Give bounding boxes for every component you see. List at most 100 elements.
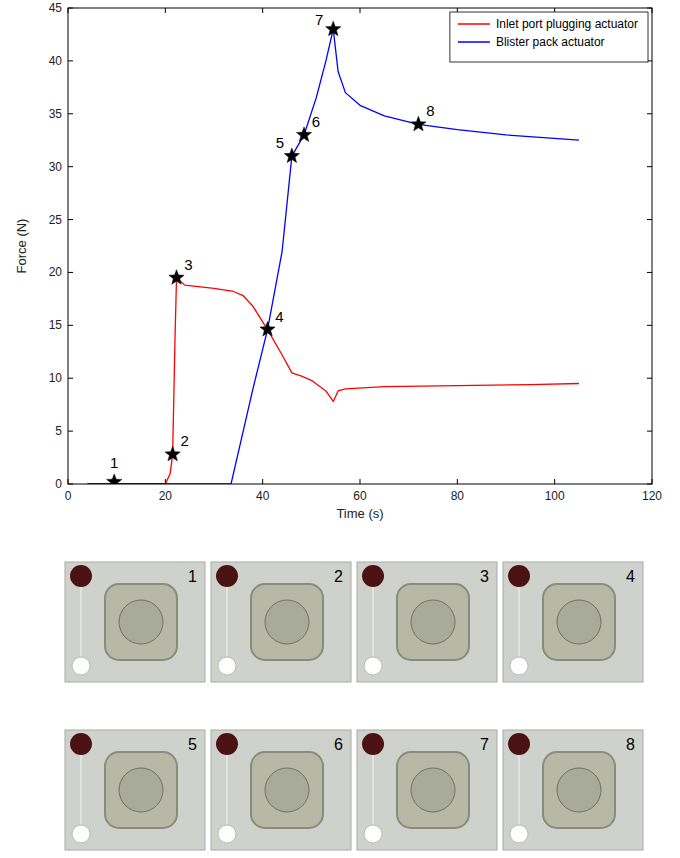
x-tick-label: 0 bbox=[65, 489, 72, 503]
annotation-label: 3 bbox=[184, 256, 192, 273]
photo-label: 4 bbox=[626, 568, 635, 585]
y-tick-right bbox=[647, 431, 652, 432]
y-axis-title: Force (N) bbox=[14, 219, 29, 274]
legend-swatch bbox=[458, 23, 490, 25]
outlet-port bbox=[72, 825, 90, 843]
series-line bbox=[87, 29, 579, 484]
y-tick-label: 5 bbox=[55, 424, 62, 438]
channel bbox=[80, 755, 82, 824]
photo-label: 1 bbox=[188, 568, 197, 585]
x-tick-label: 120 bbox=[642, 489, 662, 503]
plot-background bbox=[68, 8, 652, 484]
annotation-markers bbox=[107, 21, 426, 484]
series-group bbox=[87, 29, 579, 484]
y-tick bbox=[68, 431, 73, 432]
reaction-chamber bbox=[557, 600, 601, 644]
annotation-star bbox=[296, 127, 311, 141]
annotation-label: 1 bbox=[110, 454, 118, 471]
y-tick bbox=[68, 166, 73, 167]
x-tick-top bbox=[262, 8, 263, 13]
x-tick-top bbox=[360, 8, 361, 13]
blister-chamber bbox=[543, 584, 615, 660]
annotation-star bbox=[165, 446, 180, 460]
channel bbox=[372, 587, 374, 656]
photo-label: 8 bbox=[626, 736, 635, 753]
series-line bbox=[87, 278, 579, 484]
photo-background bbox=[211, 562, 351, 682]
x-tick bbox=[360, 479, 361, 484]
y-tick-label: 40 bbox=[49, 54, 63, 68]
x-tick bbox=[262, 479, 263, 484]
annotation-label: 4 bbox=[275, 308, 283, 325]
annotation-star bbox=[169, 270, 184, 284]
annotation-label: 6 bbox=[312, 113, 320, 130]
annotation-star bbox=[107, 474, 122, 484]
photo-panel bbox=[65, 562, 205, 682]
photo-panel bbox=[211, 730, 351, 850]
annotation-star bbox=[411, 116, 426, 130]
y-tick bbox=[68, 325, 73, 326]
photo-panel bbox=[65, 730, 205, 850]
channel bbox=[518, 587, 520, 656]
x-tick-top bbox=[165, 8, 166, 13]
outlet-port bbox=[218, 825, 236, 843]
x-tick bbox=[457, 479, 458, 484]
reaction-chamber bbox=[119, 768, 163, 812]
blister-chamber bbox=[397, 752, 469, 828]
channel bbox=[226, 587, 228, 656]
blister-chamber bbox=[251, 752, 323, 828]
reaction-chamber bbox=[119, 600, 163, 644]
y-tick-label: 25 bbox=[49, 213, 63, 227]
photo-background bbox=[357, 562, 497, 682]
plot-frame bbox=[68, 8, 652, 484]
photo-background bbox=[211, 730, 351, 850]
sample-reservoir bbox=[216, 565, 238, 587]
y-tick bbox=[68, 113, 73, 114]
channel bbox=[372, 755, 374, 824]
y-tick-label: 15 bbox=[49, 318, 63, 332]
photo-panel bbox=[211, 562, 351, 682]
photo-background bbox=[503, 562, 643, 682]
outlet-port bbox=[364, 657, 382, 675]
y-tick-right bbox=[647, 378, 652, 379]
y-tick-right bbox=[647, 166, 652, 167]
y-tick-label: 10 bbox=[49, 371, 63, 385]
annotation-star bbox=[260, 322, 275, 336]
photo-label: 3 bbox=[480, 568, 489, 585]
legend: Inlet port plugging actuatorBlister pack… bbox=[450, 12, 648, 62]
reaction-chamber bbox=[557, 768, 601, 812]
sample-reservoir bbox=[508, 733, 530, 755]
photo-label: 6 bbox=[334, 736, 343, 753]
sample-reservoir bbox=[70, 565, 92, 587]
sample-reservoir bbox=[362, 565, 384, 587]
annotation-label: 8 bbox=[426, 102, 434, 119]
photo-label: 7 bbox=[480, 736, 489, 753]
y-tick-label: 45 bbox=[49, 1, 63, 15]
y-tick-right bbox=[647, 113, 652, 114]
reaction-chamber bbox=[265, 768, 309, 812]
sample-reservoir bbox=[362, 733, 384, 755]
y-tick-label: 20 bbox=[49, 265, 63, 279]
blister-chamber bbox=[397, 584, 469, 660]
reaction-chamber bbox=[411, 600, 455, 644]
y-tick-label: 30 bbox=[49, 160, 63, 174]
x-tick-label: 40 bbox=[256, 489, 270, 503]
outlet-port bbox=[72, 657, 90, 675]
y-tick bbox=[68, 378, 73, 379]
x-tick-label: 80 bbox=[451, 489, 465, 503]
outlet-port bbox=[510, 825, 528, 843]
sample-reservoir bbox=[70, 733, 92, 755]
x-tick-label: 100 bbox=[545, 489, 565, 503]
photo-label: 2 bbox=[334, 568, 343, 585]
sample-reservoir bbox=[216, 733, 238, 755]
figure: 020406080100120051015202530354045Time (s… bbox=[0, 0, 680, 858]
photo-panel bbox=[503, 730, 643, 850]
blister-chamber bbox=[251, 584, 323, 660]
y-tick-label: 0 bbox=[55, 477, 62, 491]
outlet-port bbox=[218, 657, 236, 675]
x-tick-label: 20 bbox=[159, 489, 173, 503]
x-tick-label: 60 bbox=[353, 489, 367, 503]
blister-chamber bbox=[105, 752, 177, 828]
x-tick bbox=[554, 479, 555, 484]
annotation-star bbox=[326, 21, 341, 35]
